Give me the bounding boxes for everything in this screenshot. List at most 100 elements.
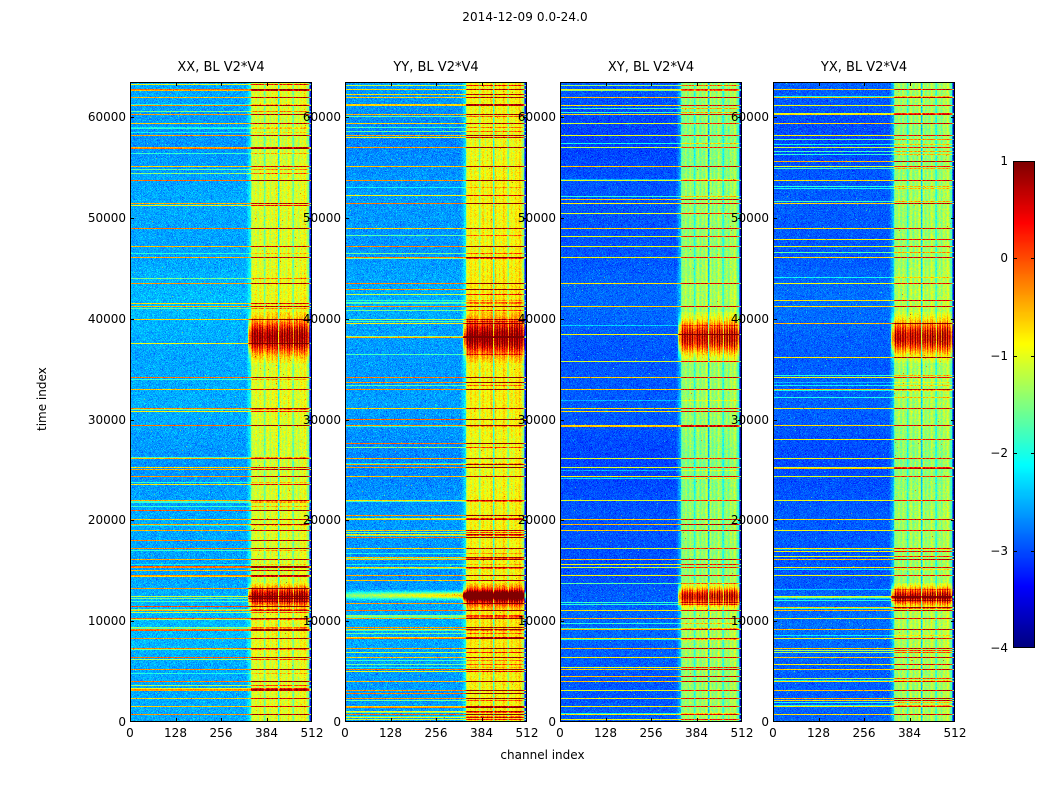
x-tick-mark <box>345 718 346 722</box>
x-tick-mark <box>390 82 392 86</box>
x-tick-mark <box>818 82 820 86</box>
panel-title-xy: XY, BL V2*V4 <box>607 60 695 75</box>
y-tick-mark <box>773 621 777 623</box>
y-tick-label: 60000 <box>87 110 126 125</box>
colorbar-tick-mark <box>1013 161 1017 162</box>
y-tick-mark <box>523 520 527 522</box>
x-tick-label: 384 <box>470 726 493 740</box>
colorbar-tick-mark <box>1031 161 1035 162</box>
y-tick-mark <box>130 218 134 220</box>
x-tick-mark <box>605 82 607 86</box>
x-tick-mark <box>526 718 527 722</box>
panel-yy[interactable]: YY, BL V2*V4 0 128 256 384 512 0 10000 20000 30… <box>303 60 539 740</box>
x-tick-labels-yx: 0 128 256 384 512 <box>769 726 966 742</box>
x-tick-label: 0 <box>341 726 349 740</box>
colorbar-tick-label: −3 <box>990 543 1008 558</box>
y-tick-label: 10000 <box>87 614 126 629</box>
y-tick-mark <box>308 318 312 320</box>
y-tick-mark <box>560 117 564 119</box>
y-axis-label: time index <box>35 367 49 431</box>
x-tick-mark <box>651 82 652 86</box>
y-tick-mark <box>345 520 349 522</box>
x-tick-mark <box>605 718 607 722</box>
colorbar-tick-mark <box>1013 550 1017 552</box>
y-tick-mark <box>308 117 312 119</box>
y-tick-mark <box>345 419 349 421</box>
y-tick-mark <box>308 419 312 421</box>
x-tick-mark <box>311 82 312 86</box>
y-tick-label: 30000 <box>730 412 769 427</box>
y-tick-mark <box>523 218 527 220</box>
y-tick-mark <box>773 721 777 722</box>
x-tick-mark <box>311 718 312 722</box>
y-tick-label: 30000 <box>87 412 126 427</box>
y-tick-mark <box>308 520 312 522</box>
y-tick-mark <box>523 117 527 119</box>
y-tick-label: 20000 <box>730 513 769 528</box>
colorbar-tick-mark <box>1031 647 1035 648</box>
x-tick-mark <box>221 718 222 722</box>
panel-title-xx: XX, BL V2*V4 <box>177 60 265 75</box>
y-tick-label: 20000 <box>517 513 556 528</box>
x-tick-mark <box>954 82 955 86</box>
x-tick-label: 0 <box>769 726 777 740</box>
x-tick-mark <box>818 718 820 722</box>
x-tick-label: 256 <box>209 726 233 740</box>
y-tick-mark <box>738 520 742 522</box>
x-tick-label: 512 <box>300 726 324 740</box>
x-tick-mark <box>130 82 131 86</box>
y-tick-label: 10000 <box>730 614 769 629</box>
y-tick-label: 20000 <box>87 513 126 528</box>
x-tick-mark <box>773 82 774 86</box>
y-tick-mark <box>560 621 564 623</box>
x-tick-label: 128 <box>379 726 402 740</box>
y-tick-mark <box>345 318 349 320</box>
y-tick-label: 40000 <box>87 311 126 326</box>
x-tick-labels-xx: 0 128 256 384 512 <box>126 726 323 742</box>
x-tick-mark <box>909 82 911 86</box>
panel-yx[interactable]: YX, BL V2*V4 0 128 256 384 512 0 10000 20000 30… <box>731 60 967 740</box>
y-tick-label: 20000 <box>302 513 341 528</box>
x-tick-mark <box>130 718 131 722</box>
colorbar[interactable]: −4 −3 −2 −1 0 1 <box>990 154 1035 655</box>
panel-xy[interactable]: XY, BL V2*V4 0 128 256 384 512 0 10000 20000 30… <box>518 60 754 740</box>
x-tick-mark <box>696 718 698 722</box>
x-tick-label: 256 <box>852 726 876 740</box>
y-tick-mark <box>345 721 349 722</box>
y-tick-mark <box>951 318 955 320</box>
colorbar-tick-label: −4 <box>990 641 1008 655</box>
x-tick-labels-yy: 0 128 256 384 512 <box>341 726 538 742</box>
y-tick-mark <box>345 621 349 623</box>
x-tick-label: 128 <box>594 726 617 740</box>
x-tick-mark <box>481 82 483 86</box>
x-tick-mark <box>741 82 742 86</box>
colorbar-tick-mark <box>1031 258 1035 260</box>
x-tick-mark <box>221 82 222 86</box>
y-tick-label: 40000 <box>730 311 769 326</box>
y-tick-label: 60000 <box>517 110 556 125</box>
y-tick-mark <box>130 117 134 119</box>
y-tick-mark <box>773 117 777 119</box>
colorbar-gradient <box>1013 161 1035 648</box>
y-tick-mark <box>560 721 564 722</box>
y-tick-mark <box>523 621 527 623</box>
panel-xx[interactable]: XX, BL V2*V4 0 128 256 384 512 0 10000 20000 30… <box>88 60 324 740</box>
x-tick-mark <box>345 82 346 86</box>
colorbar-frame <box>1013 161 1035 648</box>
x-tick-mark <box>175 82 177 86</box>
y-tick-mark <box>560 419 564 421</box>
y-tick-label: 60000 <box>302 110 341 125</box>
x-tick-mark <box>696 82 698 86</box>
x-tick-mark <box>266 718 268 722</box>
waterfall-image-yy <box>345 82 527 722</box>
x-tick-label: 384 <box>898 726 921 740</box>
y-tick-mark <box>345 117 349 119</box>
x-tick-mark <box>436 82 437 86</box>
y-tick-mark <box>345 218 349 220</box>
colorbar-tick-label: 1 <box>1000 154 1008 168</box>
x-tick-mark <box>560 82 561 86</box>
y-tick-mark <box>523 419 527 421</box>
y-tick-mark <box>308 218 312 220</box>
x-tick-label: 512 <box>515 726 539 740</box>
x-tick-mark <box>266 82 268 86</box>
